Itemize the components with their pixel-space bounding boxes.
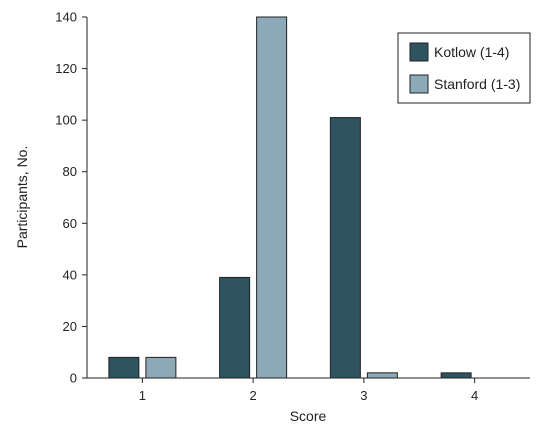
- bar-kotlow-score-3: [329, 117, 361, 379]
- y-tick-label: 100: [55, 113, 77, 128]
- legend-swatch-stanford: [409, 74, 429, 94]
- x-tick-label: 1: [139, 388, 146, 403]
- bar-kotlow-score-2: [219, 276, 251, 379]
- legend-swatch-kotlow: [409, 42, 429, 62]
- bar-kotlow-score-1: [108, 356, 140, 379]
- y-tick-label: 140: [55, 10, 77, 25]
- x-tick-label: 4: [471, 388, 478, 403]
- bars: [108, 16, 472, 379]
- y-tick-label: 0: [70, 371, 77, 386]
- x-tick-label: 3: [360, 388, 367, 403]
- bar-stanford-score-2: [256, 16, 288, 379]
- y-axis-ticks: 0 20 40 60 80 100 120 140: [55, 10, 87, 386]
- bar-stanford-score-3: [366, 372, 398, 379]
- x-axis-title: Score: [290, 408, 327, 424]
- x-tick-label: 2: [250, 388, 257, 403]
- y-tick-label: 120: [55, 61, 77, 76]
- y-tick-label: 40: [63, 267, 77, 282]
- x-axis-ticks: 1 2 3 4: [139, 378, 478, 403]
- legend: Kotlow (1-4) Stanford (1-3): [397, 32, 531, 104]
- y-tick-label: 60: [63, 216, 77, 231]
- legend-label-stanford: Stanford (1-3): [434, 76, 520, 92]
- y-tick-label: 80: [63, 164, 77, 179]
- legend-label-kotlow: Kotlow (1-4): [434, 44, 509, 60]
- bar-stanford-score-1: [145, 356, 177, 379]
- y-axis-title: Participants, No.: [14, 146, 30, 249]
- y-tick-label: 20: [63, 319, 77, 334]
- bar-kotlow-score-4: [440, 372, 472, 379]
